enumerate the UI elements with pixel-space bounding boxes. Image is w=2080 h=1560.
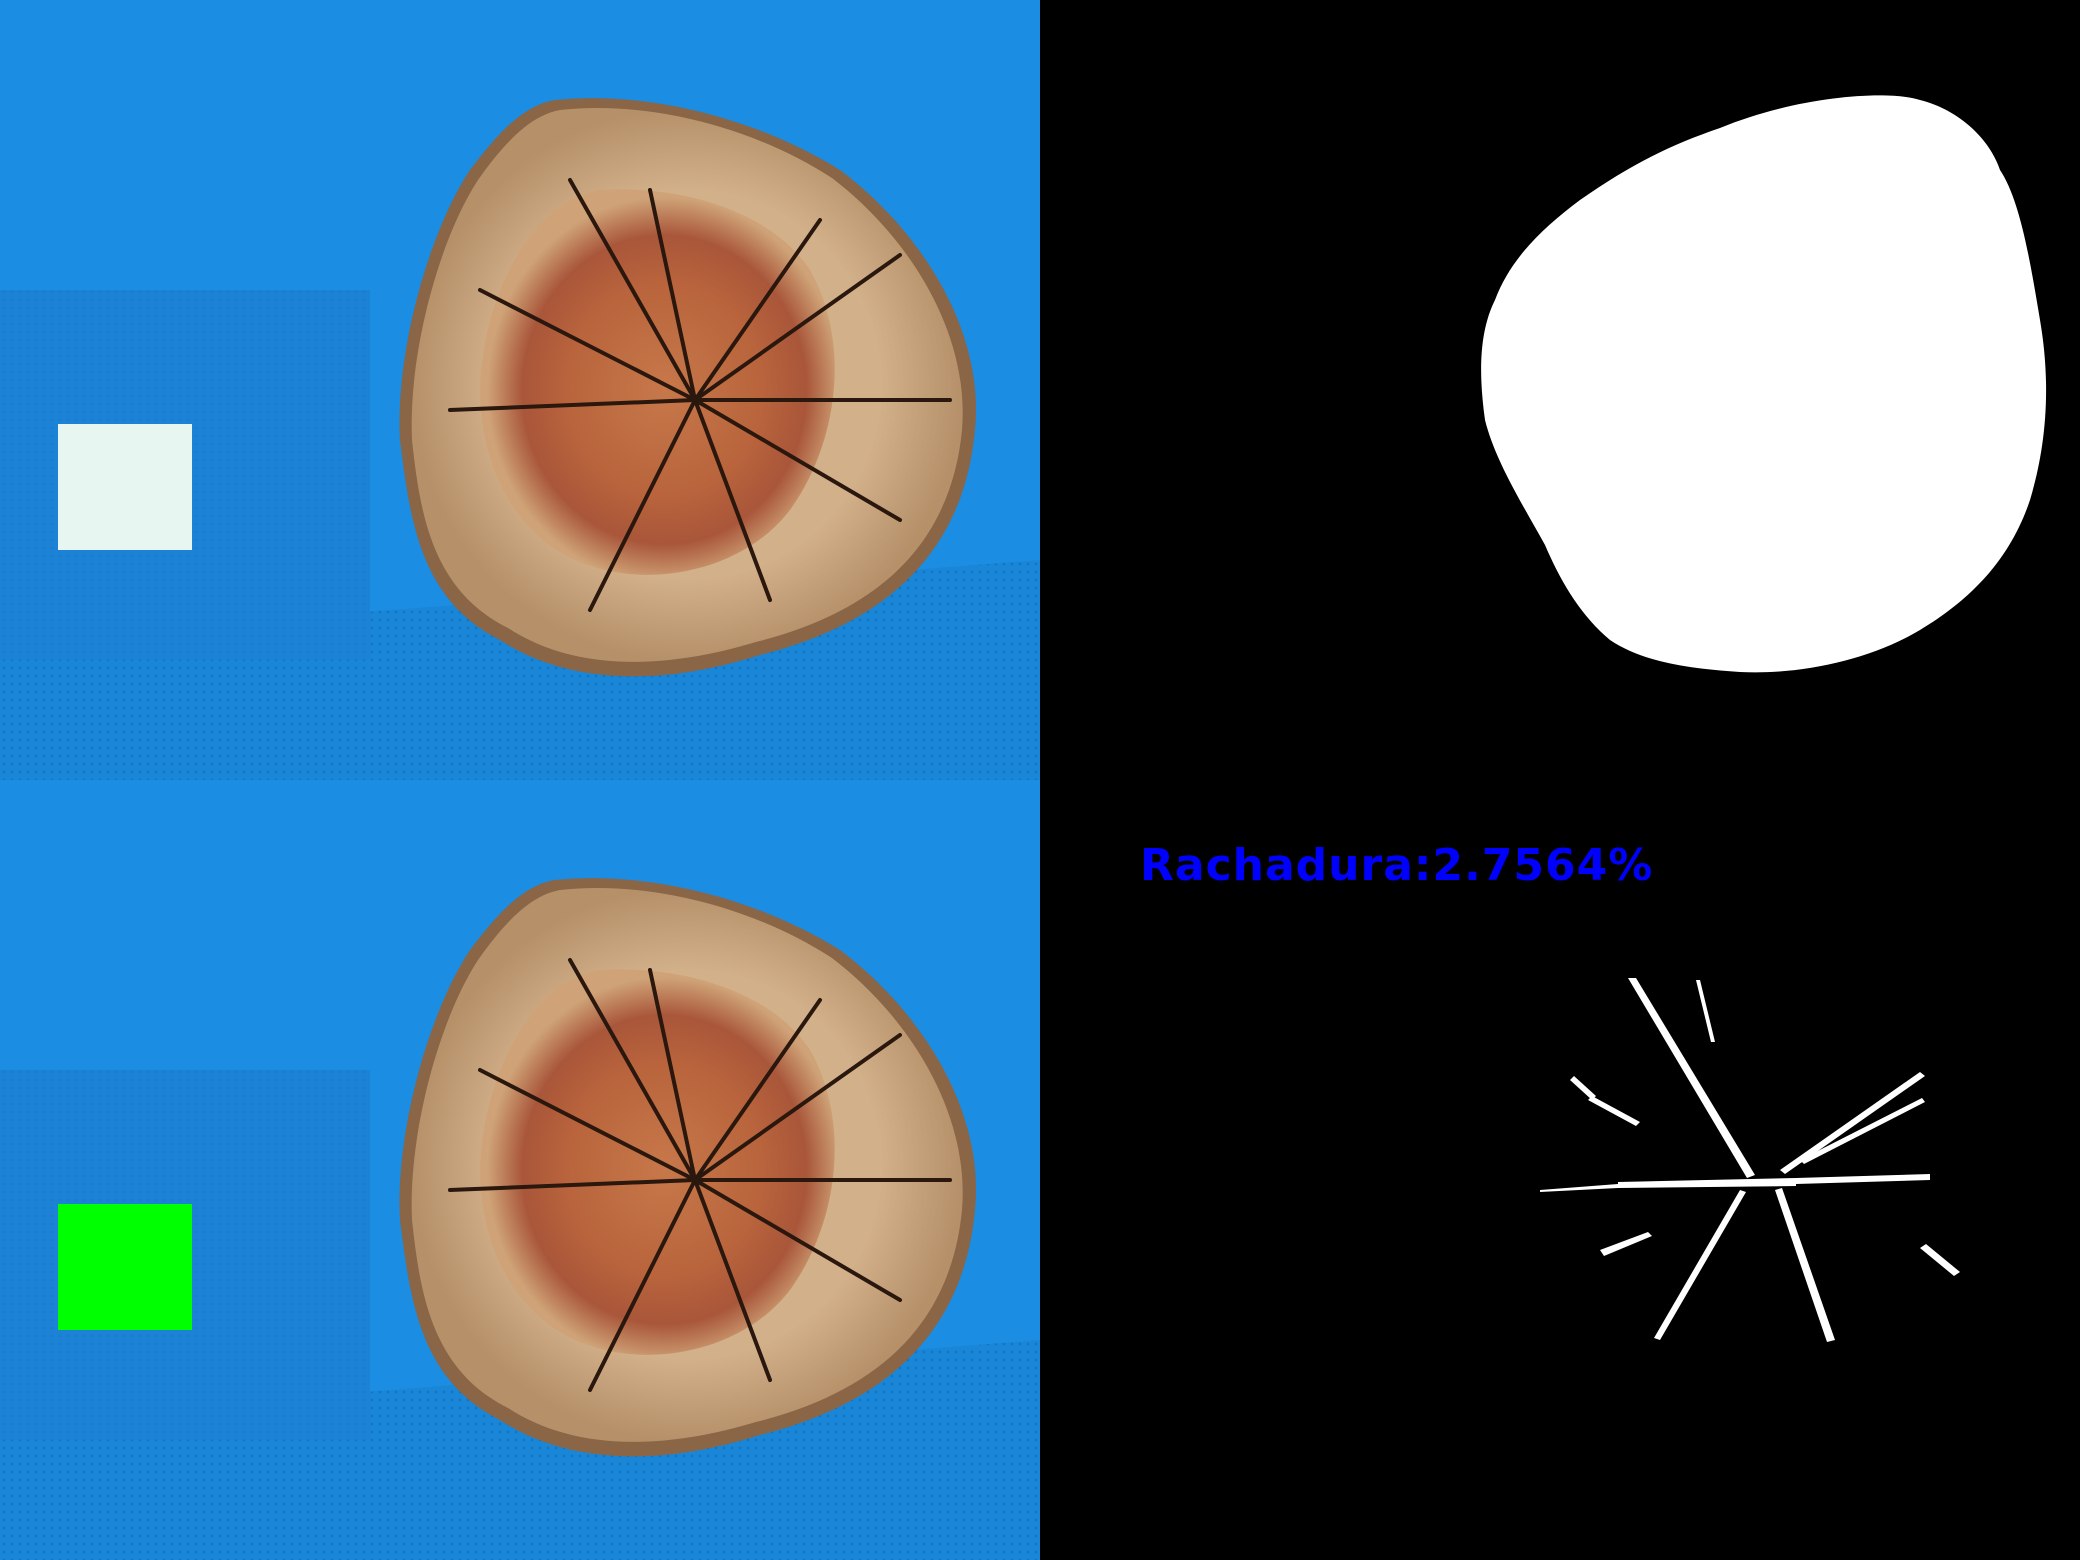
original-photo: [0, 0, 1040, 780]
log-cross-section: [399, 98, 977, 677]
log-mask: [1040, 0, 2080, 780]
log-mask-panel: [1040, 0, 2080, 780]
crack-pixels: [1540, 978, 1960, 1342]
annotated-photo: [0, 780, 1040, 1560]
log-silhouette: [1481, 95, 2047, 673]
crack-percentage-label: Rachadura:2.7564%: [1140, 840, 1654, 891]
log-cross-section: [399, 878, 977, 1457]
green-reference-square: [58, 1204, 192, 1330]
original-photo-panel: [0, 0, 1040, 780]
annotated-photo-panel: [0, 780, 1040, 1560]
white-reference-square: [58, 424, 192, 550]
crack-mask-panel: Rachadura:2.7564%: [1040, 780, 2080, 1560]
crack-mask: [1040, 780, 2080, 1560]
